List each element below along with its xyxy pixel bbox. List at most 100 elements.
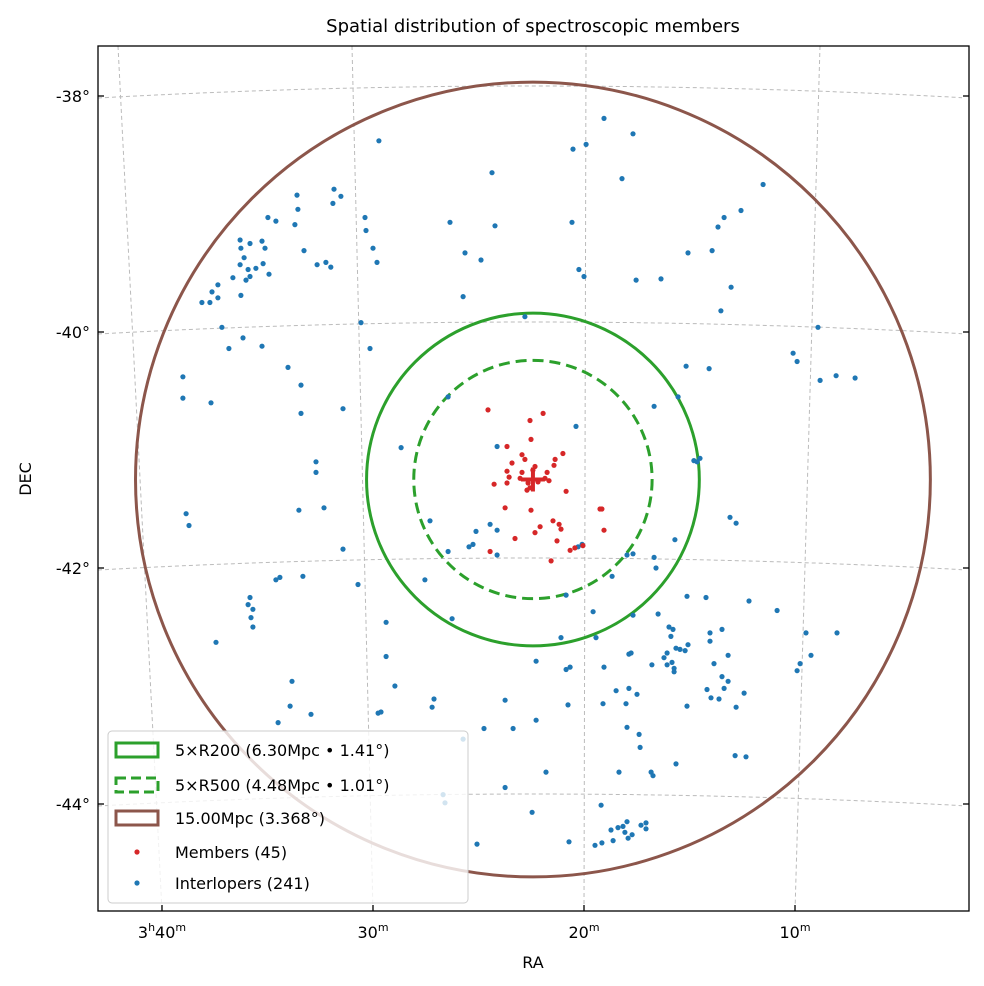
interloper-point [273, 577, 279, 583]
interloper-point [429, 704, 435, 710]
interloper-point [581, 273, 587, 280]
interloper-point [732, 753, 738, 759]
interloper-point [636, 731, 642, 738]
interloper-point [330, 200, 336, 206]
interloper-point [300, 573, 306, 579]
interloper-point [245, 266, 251, 273]
interloper-point [600, 701, 606, 707]
interloper-point [481, 725, 487, 732]
interloper-point [834, 630, 840, 636]
interloper-point [331, 186, 337, 192]
member-point [519, 469, 525, 475]
interloper-point [247, 273, 253, 280]
legend: 5×R200 (6.30Mpc • 1.41°) 5×R500 (4.48Mpc … [107, 730, 469, 904]
x-tick-label-superscript: h [148, 921, 155, 934]
interloper-point [643, 826, 649, 832]
interloper-point [259, 238, 265, 244]
interloper-point [298, 382, 304, 388]
legend-label-outer: 15.00Mpc (3.368°) [175, 809, 325, 828]
interloper-point [294, 192, 300, 198]
interloper-point [601, 664, 607, 670]
interloper-point [378, 709, 384, 715]
interloper-point [628, 650, 634, 656]
interloper-point [684, 703, 690, 709]
legend-marker-interlopers [134, 880, 140, 886]
interloper-point [245, 602, 251, 608]
y-tick-label: -38° [56, 87, 90, 106]
interloper-point [583, 141, 589, 147]
y-axis-label: DEC [16, 462, 35, 496]
interloper-point [522, 314, 528, 320]
interloper-point [616, 769, 622, 775]
interloper-point [625, 835, 631, 841]
interloper-point [226, 345, 232, 352]
interloper-point [643, 820, 649, 826]
interloper-point [287, 703, 293, 709]
interloper-point [576, 266, 582, 273]
interloper-point [833, 373, 839, 379]
interloper-point [558, 635, 564, 641]
legend-marker-members [134, 849, 140, 855]
interloper-point [473, 528, 479, 535]
interloper-point [250, 624, 256, 630]
interloper-point [711, 661, 717, 667]
interloper-point [543, 769, 549, 775]
r500-circle [412, 358, 654, 601]
r200-circle [365, 311, 701, 648]
interloper-point [340, 406, 346, 412]
member-point [502, 505, 508, 511]
interloper-point [340, 546, 346, 552]
interloper-point [573, 423, 579, 429]
interloper-point [289, 678, 295, 684]
interloper-point [664, 650, 670, 656]
x-axis-label: RA [522, 953, 543, 972]
y-tick-label: -42° [56, 559, 90, 578]
interloper-point [422, 577, 428, 583]
legend-label-members: Members (45) [175, 843, 287, 862]
interloper-point [445, 548, 451, 555]
interloper-point [718, 308, 724, 314]
interloper-point [716, 696, 722, 702]
x-tick-label-part: 30 [357, 923, 377, 942]
interloper-point [569, 219, 575, 225]
interloper-point [630, 131, 636, 137]
interloper-point [721, 214, 727, 221]
x-tick-label: 30m [357, 921, 388, 942]
x-tick-label-part: 40 [155, 923, 175, 942]
interloper-point [601, 115, 607, 121]
interloper-point [683, 363, 689, 369]
interloper-point [709, 248, 715, 254]
interloper-point [240, 335, 246, 341]
interloper-point [449, 616, 455, 622]
interloper-point [207, 299, 213, 306]
interloper-point [725, 678, 731, 684]
interloper-point [313, 459, 319, 465]
interloper-point [725, 652, 731, 658]
member-point [532, 530, 538, 536]
interloper-point [623, 701, 629, 707]
interloper-point [797, 661, 803, 667]
interloper-point [447, 219, 453, 225]
interloper-point [684, 593, 690, 599]
interloper-point [673, 761, 679, 767]
interloper-point [510, 725, 516, 732]
legend-label-r500: 5×R500 (4.48Mpc • 1.01°) [175, 776, 389, 795]
interloper-point [427, 518, 433, 524]
interloper-point [492, 223, 498, 229]
interloper-point [790, 350, 796, 356]
interloper-point [624, 819, 630, 825]
member-point [580, 543, 586, 549]
x-tick-label-part: 10 [779, 923, 799, 942]
member-point [556, 521, 562, 527]
interloper-point [180, 395, 186, 401]
interloper-point [634, 691, 640, 697]
interloper-point [671, 669, 677, 675]
interloper-point [565, 702, 571, 708]
member-point [558, 526, 564, 532]
member-point [506, 474, 512, 480]
interloper-point [715, 224, 721, 230]
interloper-point [183, 511, 189, 517]
interloper-point [661, 655, 667, 661]
legend-swatch-r200 [114, 741, 160, 759]
interloper-point [733, 704, 739, 710]
